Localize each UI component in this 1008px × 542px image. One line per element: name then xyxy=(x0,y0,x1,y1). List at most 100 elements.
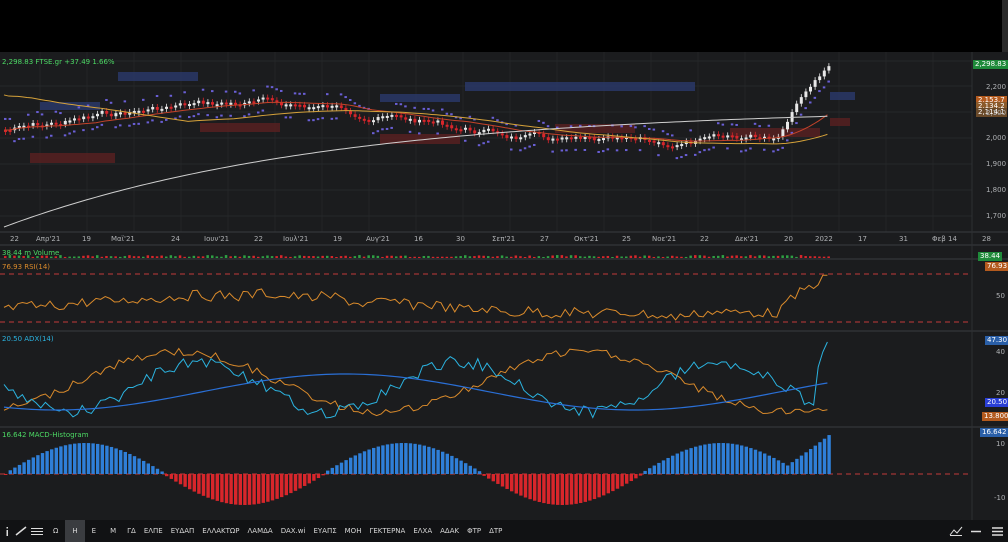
volume-bar xyxy=(270,256,274,258)
volume-bar xyxy=(661,256,665,258)
volume-bar xyxy=(592,256,596,258)
menu-icon[interactable] xyxy=(986,520,1008,542)
volume-bar xyxy=(243,255,246,258)
macd-bar xyxy=(22,462,26,474)
period-button[interactable]: Μ xyxy=(110,527,117,535)
macd-bar xyxy=(36,455,40,474)
volume-bar xyxy=(491,256,495,258)
price-zone xyxy=(830,92,855,100)
sar-dot xyxy=(740,150,743,153)
macd-bar xyxy=(790,462,794,474)
symbol-button[interactable]: ΑΔΑΚ xyxy=(440,527,460,535)
symbol-button[interactable]: ΕΥΑΠΣ xyxy=(313,527,337,535)
sar-dot xyxy=(827,80,830,83)
sar-dot xyxy=(753,122,757,125)
period-button[interactable]: Ε xyxy=(91,527,97,535)
indicators-icon[interactable] xyxy=(28,520,46,542)
volume-bar xyxy=(326,255,329,258)
volume-bar xyxy=(330,256,334,258)
symbol-button[interactable]: ΛΑΜΔΑ xyxy=(247,527,273,535)
volume-bar xyxy=(611,256,614,258)
macd-bar xyxy=(477,471,482,474)
sar-dot xyxy=(275,88,278,91)
symbol-button[interactable]: ΦΤΡ xyxy=(467,527,482,535)
sar-dot xyxy=(487,140,490,143)
macd-bar xyxy=(528,474,532,500)
chart-area[interactable]: 2,298.83 FTSE.gr +37.49 1.66% 2,298.83 2… xyxy=(0,52,1008,520)
macd-bar xyxy=(763,453,767,474)
macd-bar xyxy=(119,450,123,474)
volume-bar xyxy=(569,255,573,258)
candle xyxy=(284,104,288,107)
symbol-button[interactable]: ΜΟΗ xyxy=(344,527,362,535)
volume-bar xyxy=(73,256,76,258)
macd-bar xyxy=(422,445,426,474)
macd-bar xyxy=(169,474,173,479)
symbol-button[interactable]: DAX.wi xyxy=(280,527,306,535)
sar-dot xyxy=(128,124,131,127)
sar-dot xyxy=(459,117,462,120)
candle xyxy=(376,117,380,121)
volume-bar xyxy=(790,255,794,258)
macd-bar xyxy=(330,467,334,474)
volume-bar xyxy=(100,256,104,258)
sar-dot xyxy=(786,139,789,142)
volume-bar xyxy=(206,255,209,258)
sar-dot xyxy=(298,92,301,95)
macd-bar xyxy=(54,447,58,474)
volume-bar xyxy=(275,256,278,258)
symbol-button[interactable]: ΓΕΚΤΕΡΝΑ xyxy=(369,527,406,535)
y-tick: 1,900 xyxy=(986,160,1007,168)
sar-dot xyxy=(822,86,826,89)
macd-bar xyxy=(252,474,256,505)
candle xyxy=(809,86,812,92)
symbol-button[interactable]: ΓΔ xyxy=(127,527,136,535)
draw-line-icon[interactable] xyxy=(14,520,28,542)
chart-canvas[interactable] xyxy=(0,52,1008,520)
candle xyxy=(63,120,67,125)
macd-bar xyxy=(514,474,518,494)
symbol-button[interactable]: ΕΛΛΑΚΤΩΡ xyxy=(202,527,240,535)
y-tick: -10 xyxy=(994,494,1006,502)
volume-bar xyxy=(399,255,403,258)
candle xyxy=(749,134,753,138)
candle xyxy=(427,119,431,122)
sar-dot xyxy=(339,93,343,96)
scrollbar[interactable] xyxy=(1002,0,1008,52)
macd-bar xyxy=(818,442,822,474)
macd-bar xyxy=(353,455,357,474)
period-button[interactable]: Η xyxy=(65,520,85,542)
macd-bar xyxy=(482,474,486,476)
sar-dot xyxy=(680,156,683,159)
symbol-button[interactable]: ΕΛΧΑ xyxy=(413,527,433,535)
volume-bar xyxy=(36,256,39,258)
volume-bar xyxy=(496,256,499,258)
macd-bar xyxy=(753,449,758,474)
info-icon[interactable] xyxy=(0,520,14,542)
volume-bar xyxy=(712,255,715,258)
symbol-button[interactable]: ΕΛΠΕ xyxy=(143,527,163,535)
period-button[interactable]: Ω xyxy=(53,527,59,535)
macd-bar xyxy=(8,470,12,474)
sar-dot xyxy=(671,134,674,137)
candle xyxy=(496,131,500,134)
minus-icon[interactable] xyxy=(966,520,986,542)
candle xyxy=(100,110,104,114)
sar-dot xyxy=(528,145,531,148)
candle xyxy=(165,106,168,109)
macd-bar xyxy=(362,451,367,474)
candle xyxy=(666,145,670,148)
volume-bar xyxy=(551,255,554,258)
chart-type-icon[interactable] xyxy=(946,520,966,542)
symbol-button[interactable]: ΕΥΔΑΠ xyxy=(170,527,195,535)
volume-bar xyxy=(813,256,817,258)
macd-bar xyxy=(813,445,817,474)
volume-bar xyxy=(634,255,637,258)
candle xyxy=(59,124,63,127)
candle xyxy=(105,110,109,114)
symbol-button[interactable]: ΔΤΡ xyxy=(489,527,503,535)
candle xyxy=(330,105,334,108)
sar-dot xyxy=(234,90,237,93)
macd-bar xyxy=(546,474,551,504)
ma-line-long xyxy=(3,115,828,228)
